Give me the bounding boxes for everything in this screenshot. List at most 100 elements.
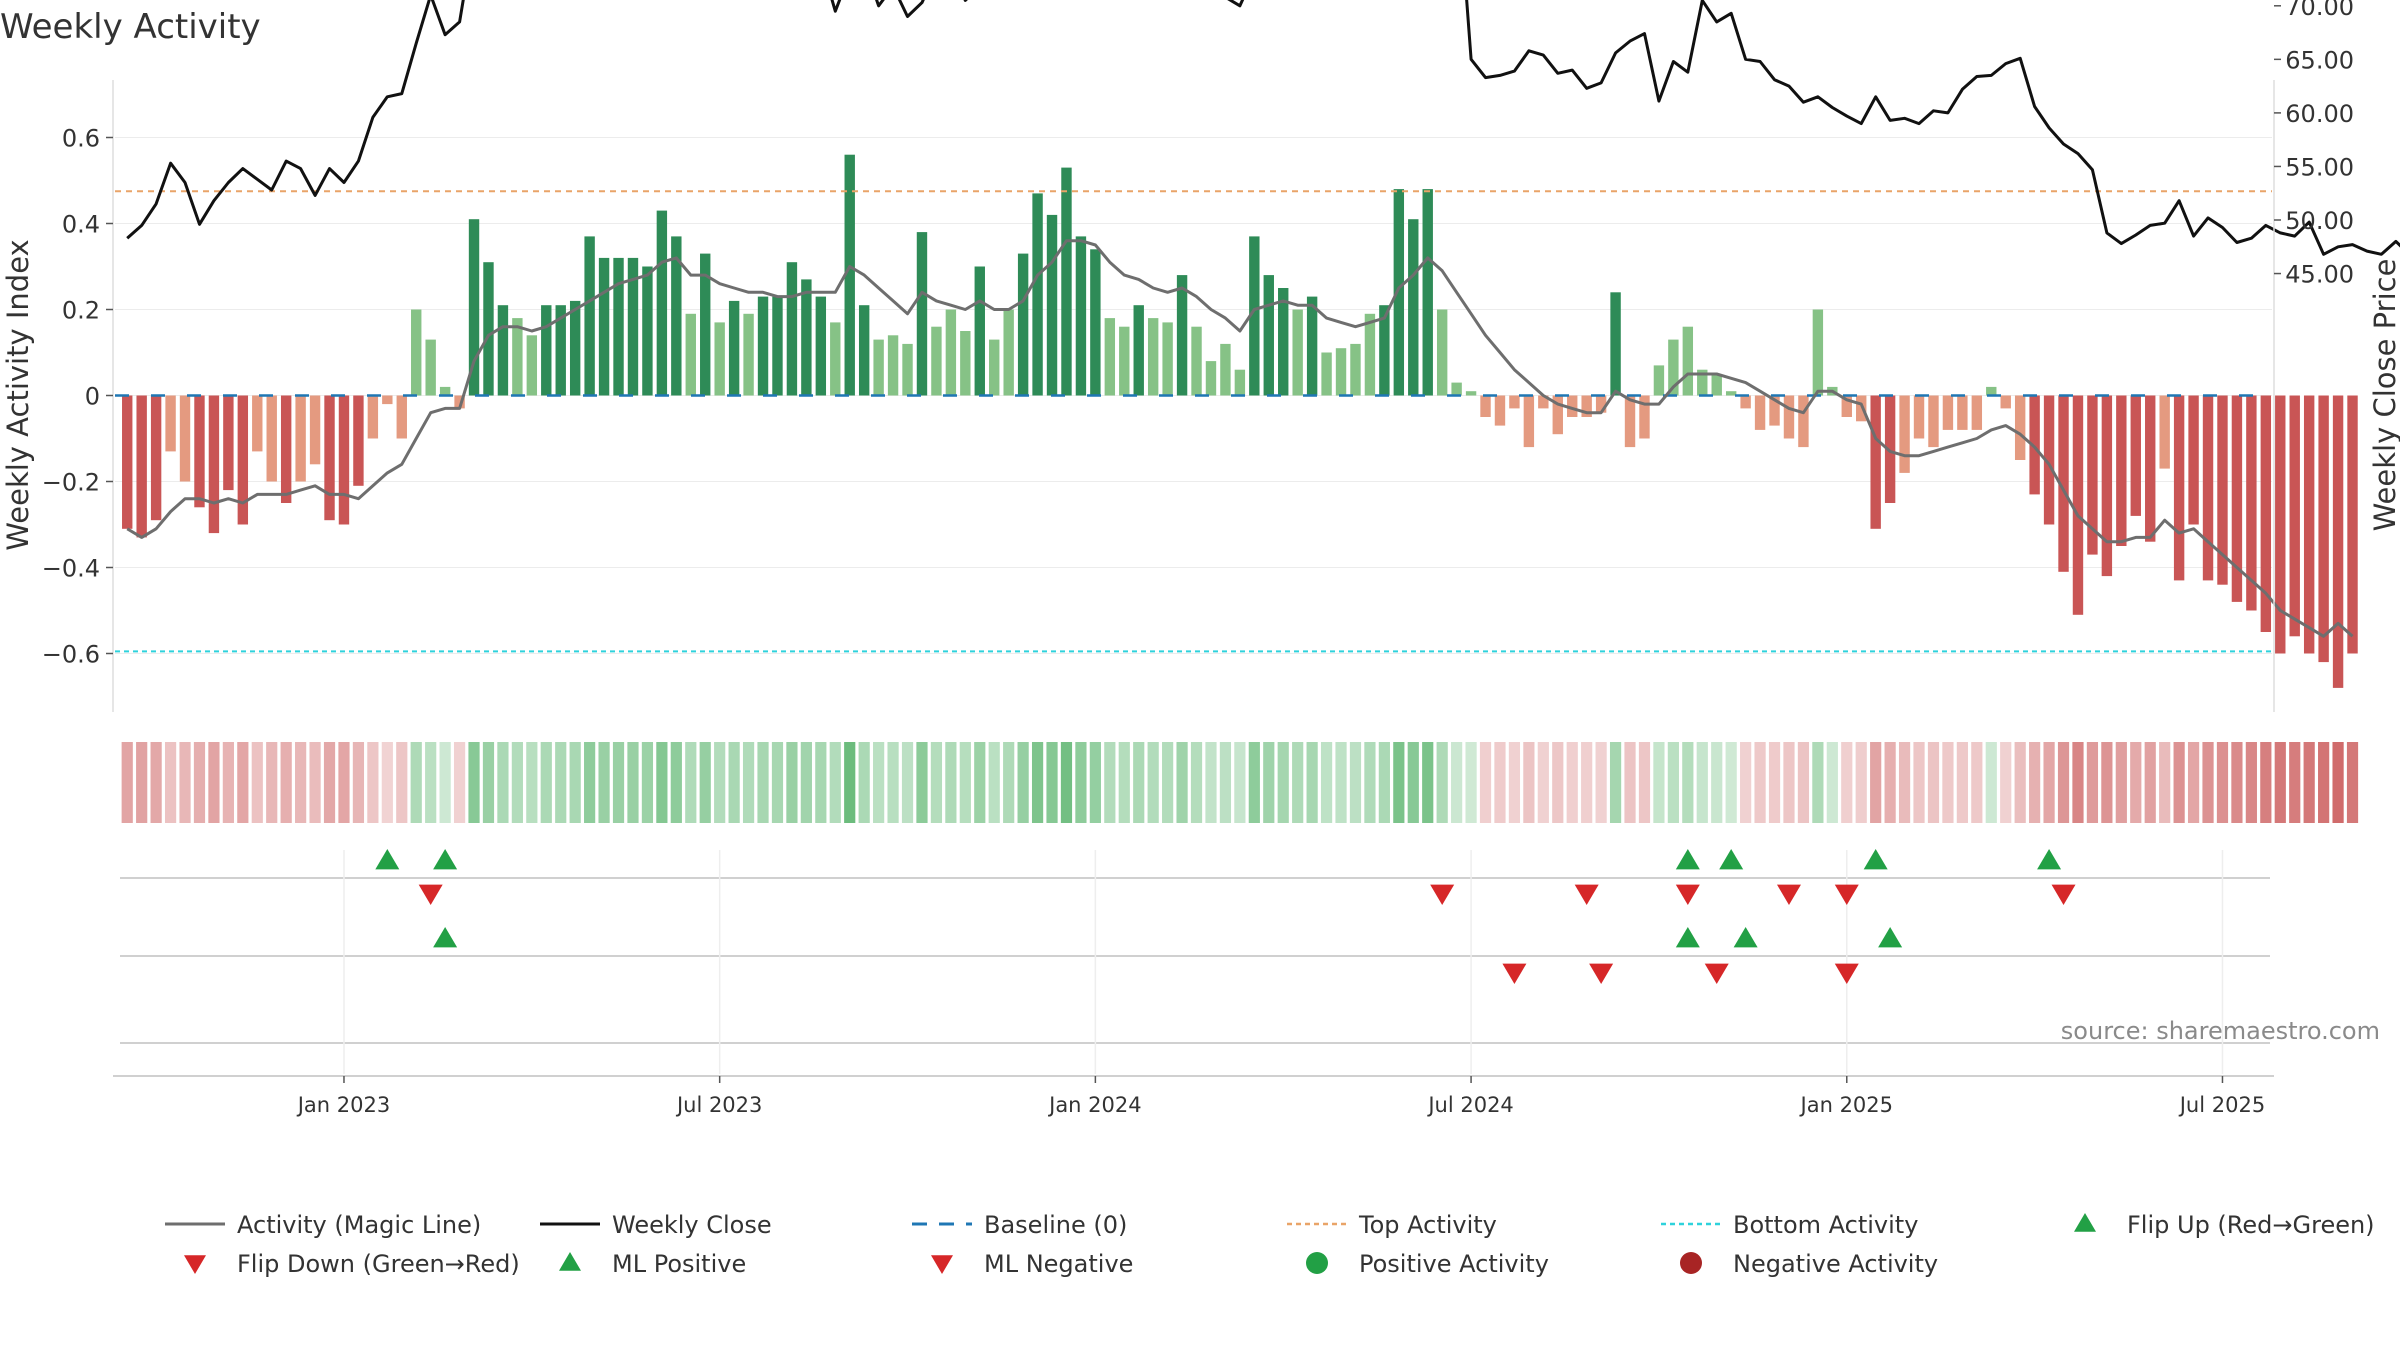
heat-strip-cell: [1003, 742, 1015, 823]
activity-bar: [237, 395, 249, 525]
activity-bar: [1263, 275, 1274, 396]
activity-bar: [1191, 326, 1202, 396]
activity-bar: [2116, 395, 2127, 546]
heat-strip-cell: [800, 742, 812, 823]
activity-bar: [2000, 395, 2011, 409]
heat-strip-cell: [2000, 742, 2012, 823]
heat-strip-cell: [1841, 742, 1853, 823]
heat-strip-cell: [1133, 742, 1145, 823]
legend-item: Activity (Magic Line): [165, 1211, 481, 1239]
activity-bar: [2217, 395, 2228, 585]
activity-bar: [1682, 326, 1694, 396]
heat-strip-cell: [1263, 742, 1275, 823]
activity-bar: [1711, 374, 1722, 396]
heat-strip-cell: [1075, 742, 1087, 823]
heat-strip-cell: [1682, 742, 1694, 823]
heat-strip-cell: [945, 742, 957, 823]
left-tick-label-5: −0.4: [42, 555, 100, 583]
activity-bar: [2347, 395, 2358, 654]
reference-lines: [115, 190, 2272, 653]
heat-strip-cell: [1855, 742, 1867, 823]
heat-strip-cell: [742, 742, 755, 823]
legend-label: ML Positive: [612, 1250, 746, 1278]
heat-strip-cell: [1407, 742, 1419, 823]
activity-bar: [1899, 395, 1910, 473]
activity-bar: [382, 395, 393, 405]
activity-bar: [1104, 318, 1116, 396]
activity-bar: [815, 296, 827, 396]
heat-strip-cell: [1205, 742, 1217, 823]
activity-bar: [252, 395, 263, 452]
source-note: source: sharemaestro.com: [2061, 1017, 2380, 1045]
ml-negative-marker: [1834, 963, 1859, 984]
activity-bar: [1870, 395, 1881, 529]
activity-bar: [2072, 395, 2084, 615]
magic-line: [126, 239, 2354, 638]
activity-bar: [425, 339, 436, 396]
left-tick-label-6: −0.6: [42, 641, 100, 669]
heat-strip-cell: [2202, 742, 2214, 823]
heat-strip-cell: [873, 742, 885, 823]
activity-bar: [728, 300, 740, 396]
activity-bar: [338, 395, 350, 525]
activity-bar: [2289, 395, 2300, 637]
activity-bar: [1494, 395, 1506, 426]
heat-strip-cell: [2101, 742, 2113, 823]
heat-strip-cell: [352, 742, 365, 823]
heat-strip-cell: [2072, 742, 2084, 823]
activity-bar: [396, 395, 407, 439]
flip-down-marker: [1776, 884, 1801, 905]
activity-bar: [743, 313, 754, 396]
activity-bar: [685, 313, 696, 396]
ml-negative-marker: [1502, 963, 1527, 984]
activity-bar: [208, 395, 220, 534]
heat-strip-cell: [887, 742, 899, 823]
activity-bar: [642, 266, 653, 396]
activity-bar: [1798, 395, 1809, 448]
activity-bar: [1162, 322, 1173, 396]
heat-strip-cell: [251, 742, 263, 823]
activity-bar: [1292, 309, 1303, 396]
activity-bar: [2173, 395, 2185, 581]
activity-bar: [1133, 305, 1144, 396]
activity-bar: [512, 318, 523, 396]
activity-bar: [1841, 395, 1852, 417]
heat-strip-cell: [1870, 742, 1882, 823]
activity-bar: [1017, 253, 1029, 396]
heat-strip-cell: [1985, 742, 1997, 823]
heat-strip-cell: [425, 742, 437, 823]
heat-strip-cell: [2173, 742, 2185, 823]
y-axis-label-left: Weekly Activity Index: [1, 239, 35, 550]
activity-bar: [1552, 395, 1563, 435]
activity-bar: [945, 309, 957, 396]
activity-bar: [2029, 395, 2040, 495]
activity-bar: [1639, 395, 1650, 439]
heat-strip-cell: [1711, 742, 1723, 823]
heat-strip-cell: [280, 742, 292, 823]
legend-label: Positive Activity: [1359, 1250, 1549, 1278]
heat-strip-cell: [641, 742, 654, 823]
x-tick-label-1: Jul 2023: [675, 1093, 762, 1117]
legend-item: Weekly Close: [540, 1211, 772, 1239]
activity-bar: [700, 253, 711, 396]
activity-bar: [1697, 369, 1708, 396]
heat-strip-cell: [1942, 742, 1954, 823]
left-tick-label-2: 0.2: [62, 297, 100, 325]
heat-strip-cell: [1451, 742, 1463, 823]
heat-strip-cell: [121, 742, 133, 823]
activity-bar: [1567, 395, 1578, 417]
heat-strip-cell: [670, 742, 682, 823]
activity-bar: [2130, 395, 2141, 516]
activity-bar: [2188, 395, 2199, 525]
heat-strip-cell: [1176, 742, 1188, 823]
heat-strip-cell: [526, 742, 538, 823]
activity-bar: [1119, 326, 1130, 396]
activity-bar: [2202, 395, 2214, 581]
activity-bar: [1234, 369, 1246, 396]
activity-bar: [122, 395, 133, 529]
heat-strip-cell: [1118, 742, 1130, 823]
activity-bar: [2303, 395, 2315, 654]
heat-strip-cell: [2115, 742, 2127, 823]
heat-strip-cell: [1609, 742, 1622, 823]
heat-strip-cell: [266, 742, 278, 823]
